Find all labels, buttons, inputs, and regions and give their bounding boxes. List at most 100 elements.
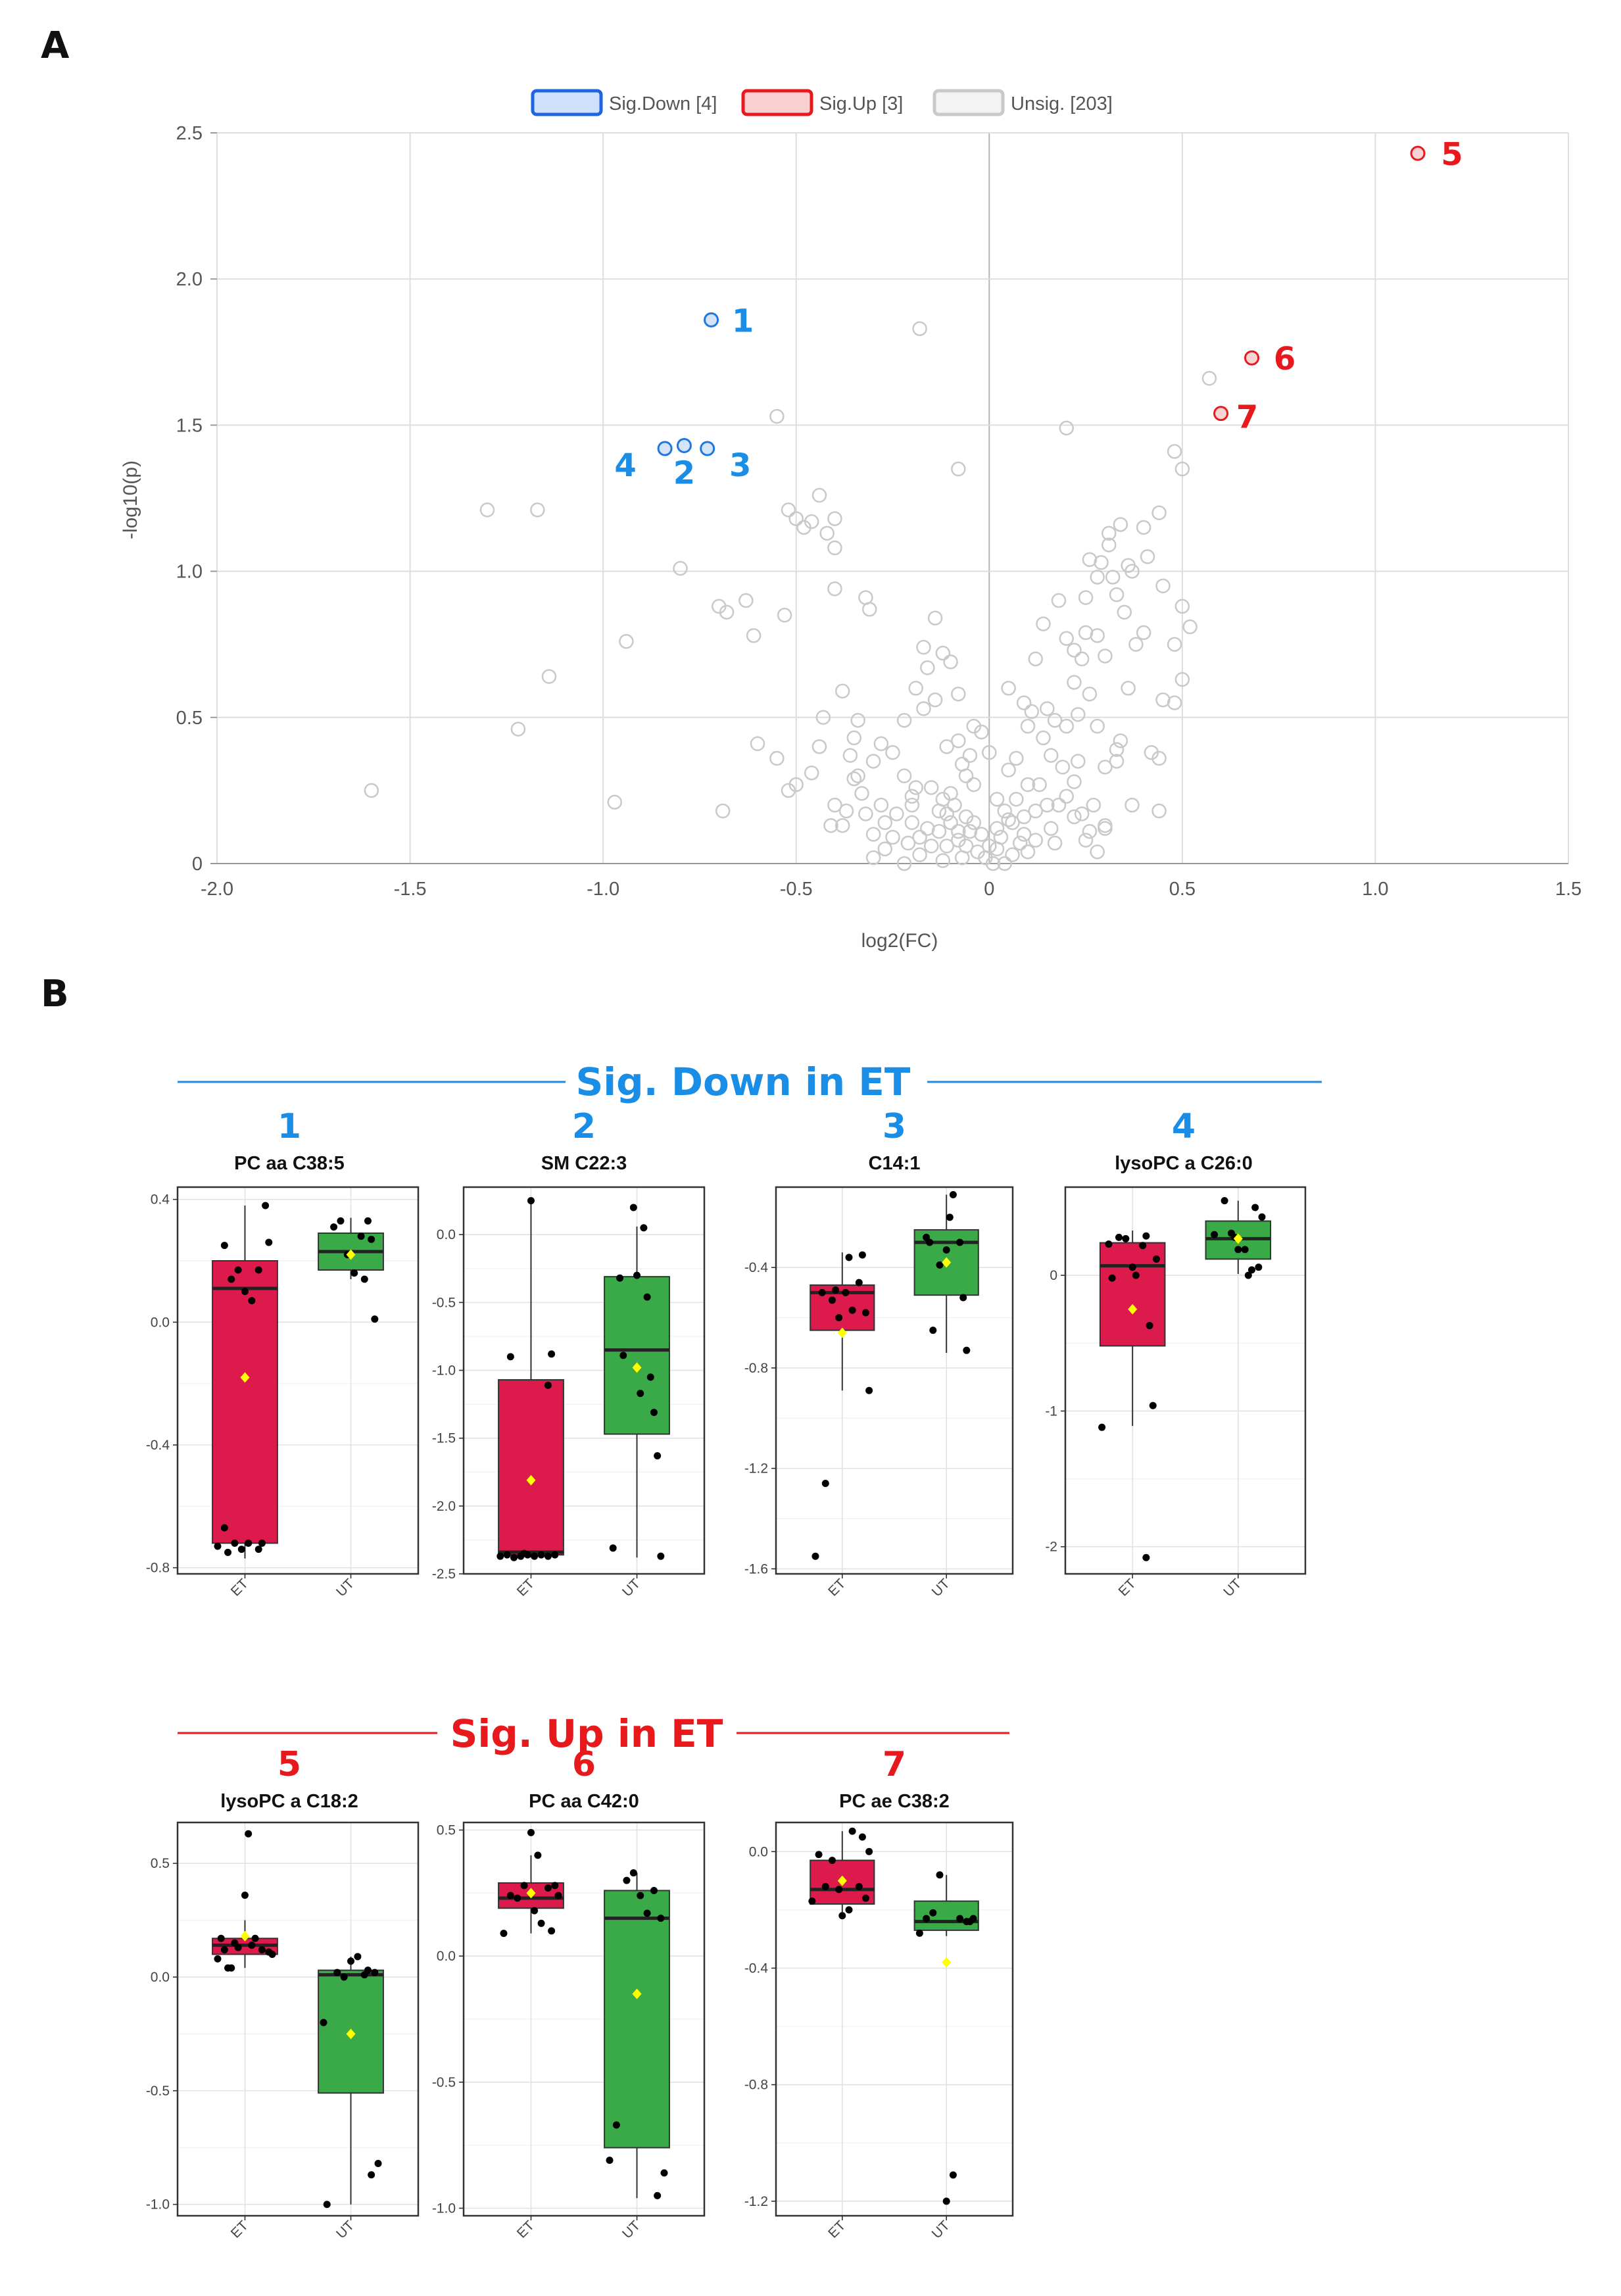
unsig-point <box>827 797 842 813</box>
boxplot-data-point <box>368 1235 375 1243</box>
boxplot-data-point <box>254 1546 262 1553</box>
unsig-point <box>750 736 765 752</box>
volcano-ticks: -2.0 -1.5 -1.0 -0.5 0 0.5 1.0 1.5 0 0.5 1.0 1.5 2.0 2… <box>176 123 1582 900</box>
boxplot-data-point <box>845 1254 853 1261</box>
boxplot-y-tick-label: 0.0 <box>151 1315 170 1330</box>
boxplot-data-point <box>220 1946 228 1954</box>
unsig-point <box>1167 637 1182 652</box>
unsig-point <box>1028 803 1043 819</box>
boxplot-y-tick-label: -1 <box>1045 1404 1057 1419</box>
boxplot-data-point <box>237 1546 245 1553</box>
sig-point-label-1: 1 <box>732 303 754 339</box>
boxplot-mean-marker <box>632 1362 642 1373</box>
boxplot-y-tick-label: 0.0 <box>749 1844 768 1859</box>
boxplot-data-point <box>821 1882 829 1890</box>
boxplot-y-tick-label: -0.4 <box>146 1438 170 1453</box>
boxplot-data-point <box>637 1892 644 1899</box>
boxplot-data-point <box>220 1524 228 1532</box>
unsig-point <box>904 789 920 804</box>
unsig-point <box>908 780 923 795</box>
boxplot-data-point <box>268 1950 276 1958</box>
boxplot-data-point <box>637 1390 644 1398</box>
unsig-point <box>1109 742 1125 757</box>
unsig-point <box>842 748 858 763</box>
boxplot-data-point <box>241 1892 249 1899</box>
volcano-legend[interactable]: Sig.Down [4] Sig.Up [3] Unsig. [203] <box>531 89 1113 116</box>
unsig-point <box>1090 570 1105 585</box>
unsig-point <box>1043 821 1059 836</box>
unsig-point <box>1051 593 1067 608</box>
boxplot-1: 1 PC aa C38:5 0.4 0.0 -0.4 -0.8 ET UT <box>146 1107 420 1600</box>
boxplot-data-point <box>258 1539 266 1547</box>
boxplot-frame <box>176 1821 420 2217</box>
unsig-point <box>1125 797 1140 813</box>
boxplot-data-point <box>949 2171 957 2179</box>
boxplot-y-tick-label: -0.4 <box>744 1260 769 1275</box>
boxplot-data-point <box>811 1552 819 1560</box>
unsig-point <box>923 780 939 795</box>
y-tick-label: 2.0 <box>176 269 203 290</box>
boxplot-data-point <box>503 1551 511 1559</box>
unsig-point <box>1059 718 1074 734</box>
boxplot-y-tick-label: -1.0 <box>432 2201 456 2216</box>
unsig-point <box>904 815 920 831</box>
boxplot-y-tick-label: -1.5 <box>432 1431 456 1446</box>
unsig-point <box>1136 625 1151 641</box>
unsig-point <box>1182 619 1198 635</box>
boxplot-data-point <box>650 1887 658 1894</box>
boxplot-frame <box>1064 1186 1307 1575</box>
boxplot-y-tick-label: -0.5 <box>146 2084 170 2099</box>
boxplot-data-point <box>848 1827 856 1835</box>
boxplot-data-point <box>506 1892 514 1899</box>
boxplot-data-point <box>364 1966 372 1974</box>
boxplot-data-point <box>660 2169 668 2177</box>
boxplot-data-point <box>520 1882 528 1890</box>
unsig-point <box>982 745 997 760</box>
unsig-point <box>943 786 958 801</box>
unsig-point <box>1055 760 1071 775</box>
unsig-point <box>835 683 850 699</box>
unsig-point <box>985 856 1001 871</box>
boxplot-x-tick-label: ET <box>228 2218 251 2241</box>
boxplot-data-point <box>949 1190 957 1198</box>
unsig-point <box>920 660 935 675</box>
boxplot-data-point <box>496 1552 504 1560</box>
boxplot-data-point <box>333 1968 341 1976</box>
boxplot-data-point <box>347 1957 355 1965</box>
x-tick-label: 1.5 <box>1555 879 1582 900</box>
boxplot-number-7: 7 <box>883 1745 906 1784</box>
boxplot-number-6: 6 <box>572 1745 596 1784</box>
boxplot-x-tick-label: UT <box>1221 1576 1244 1600</box>
boxplot-data-point <box>956 1915 964 1922</box>
unsig-point <box>1098 648 1113 664</box>
boxplot-data-point <box>946 1213 954 1221</box>
boxplot-data-point <box>623 1876 631 1884</box>
boxplot-x-tick-label: ET <box>825 1576 848 1599</box>
boxplot-data-point <box>1132 1271 1140 1279</box>
unsig-point <box>1090 844 1105 860</box>
boxplot-x-tick-label: UT <box>619 2218 643 2241</box>
sig-point-label-7: 7 <box>1236 399 1258 436</box>
boxplot-y-tick-label: -0.8 <box>146 1561 170 1576</box>
boxplot-data-point <box>1115 1233 1123 1241</box>
unsig-point <box>804 514 819 529</box>
boxplot-data-point <box>548 1927 556 1935</box>
unsig-point <box>865 754 881 769</box>
unsig-point <box>1074 806 1090 821</box>
boxplot-data-point <box>1122 1234 1130 1242</box>
unsig-point <box>997 803 1013 819</box>
panel-b-label: B <box>41 973 69 1015</box>
boxplot-y-tick-label: 0.0 <box>151 1970 170 1985</box>
unsig-point <box>858 806 873 821</box>
unsig-point <box>877 841 893 857</box>
boxplot-mean-marker <box>526 1475 536 1486</box>
unsig-point <box>1140 549 1155 564</box>
unsig-point <box>1174 598 1190 614</box>
unsig-point <box>1040 701 1055 716</box>
boxplot-mean-marker <box>942 1257 952 1268</box>
boxplot-y-tick-label: -1.0 <box>146 2197 170 2212</box>
unsig-point <box>1067 809 1082 825</box>
unsig-point <box>923 839 939 854</box>
boxplot-data-point <box>855 1882 863 1890</box>
x-tick-label: 0.5 <box>1169 879 1196 900</box>
